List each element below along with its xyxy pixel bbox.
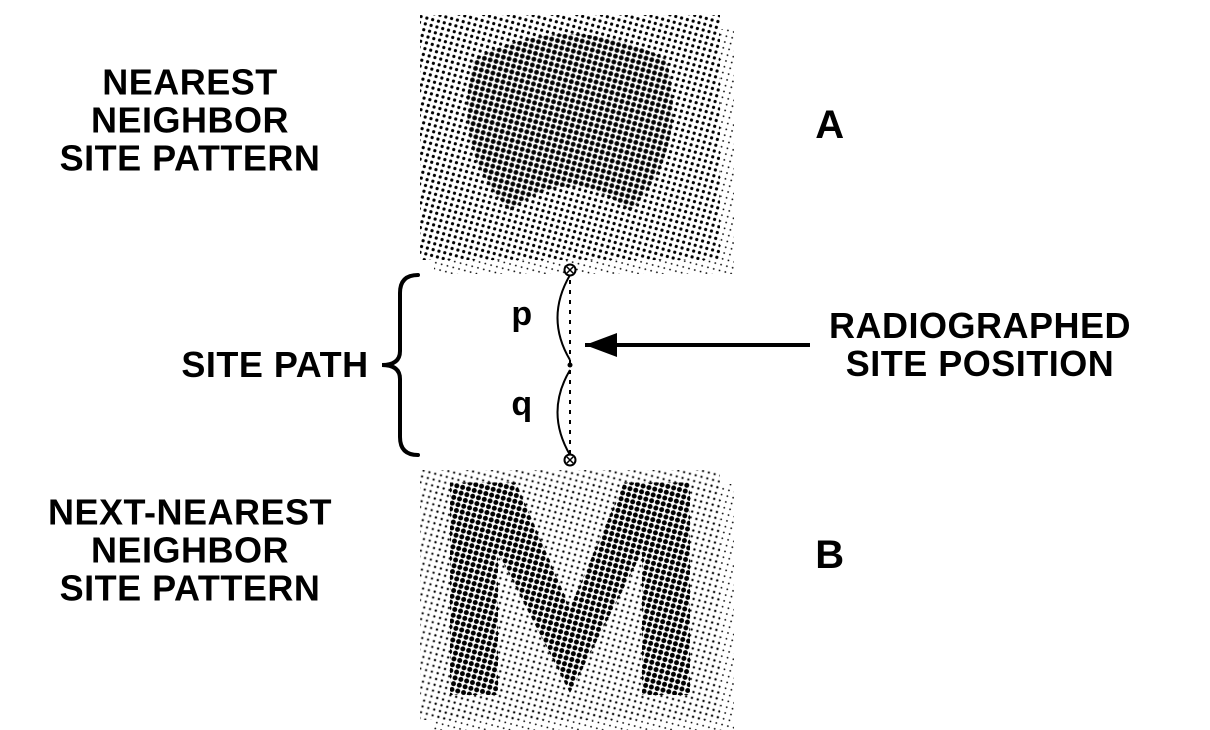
marker-a: A	[815, 104, 844, 146]
marker-b: B	[815, 534, 844, 576]
marker-p: p	[511, 297, 532, 333]
marker-q: q	[511, 387, 532, 423]
label-next-nearest-neighbor: NEXT-NEAREST NEIGHBOR SITE PATTERN	[48, 493, 332, 606]
label-site-path: SITE PATH	[181, 346, 368, 384]
label-nearest-neighbor: NEAREST NEIGHBOR SITE PATTERN	[60, 63, 321, 176]
label-radiographed-site-position: RADIOGRAPHED SITE POSITION	[829, 307, 1131, 383]
diagram-stage: NEAREST NEIGHBOR SITE PATTERN NEXT-NEARE…	[0, 0, 1210, 730]
